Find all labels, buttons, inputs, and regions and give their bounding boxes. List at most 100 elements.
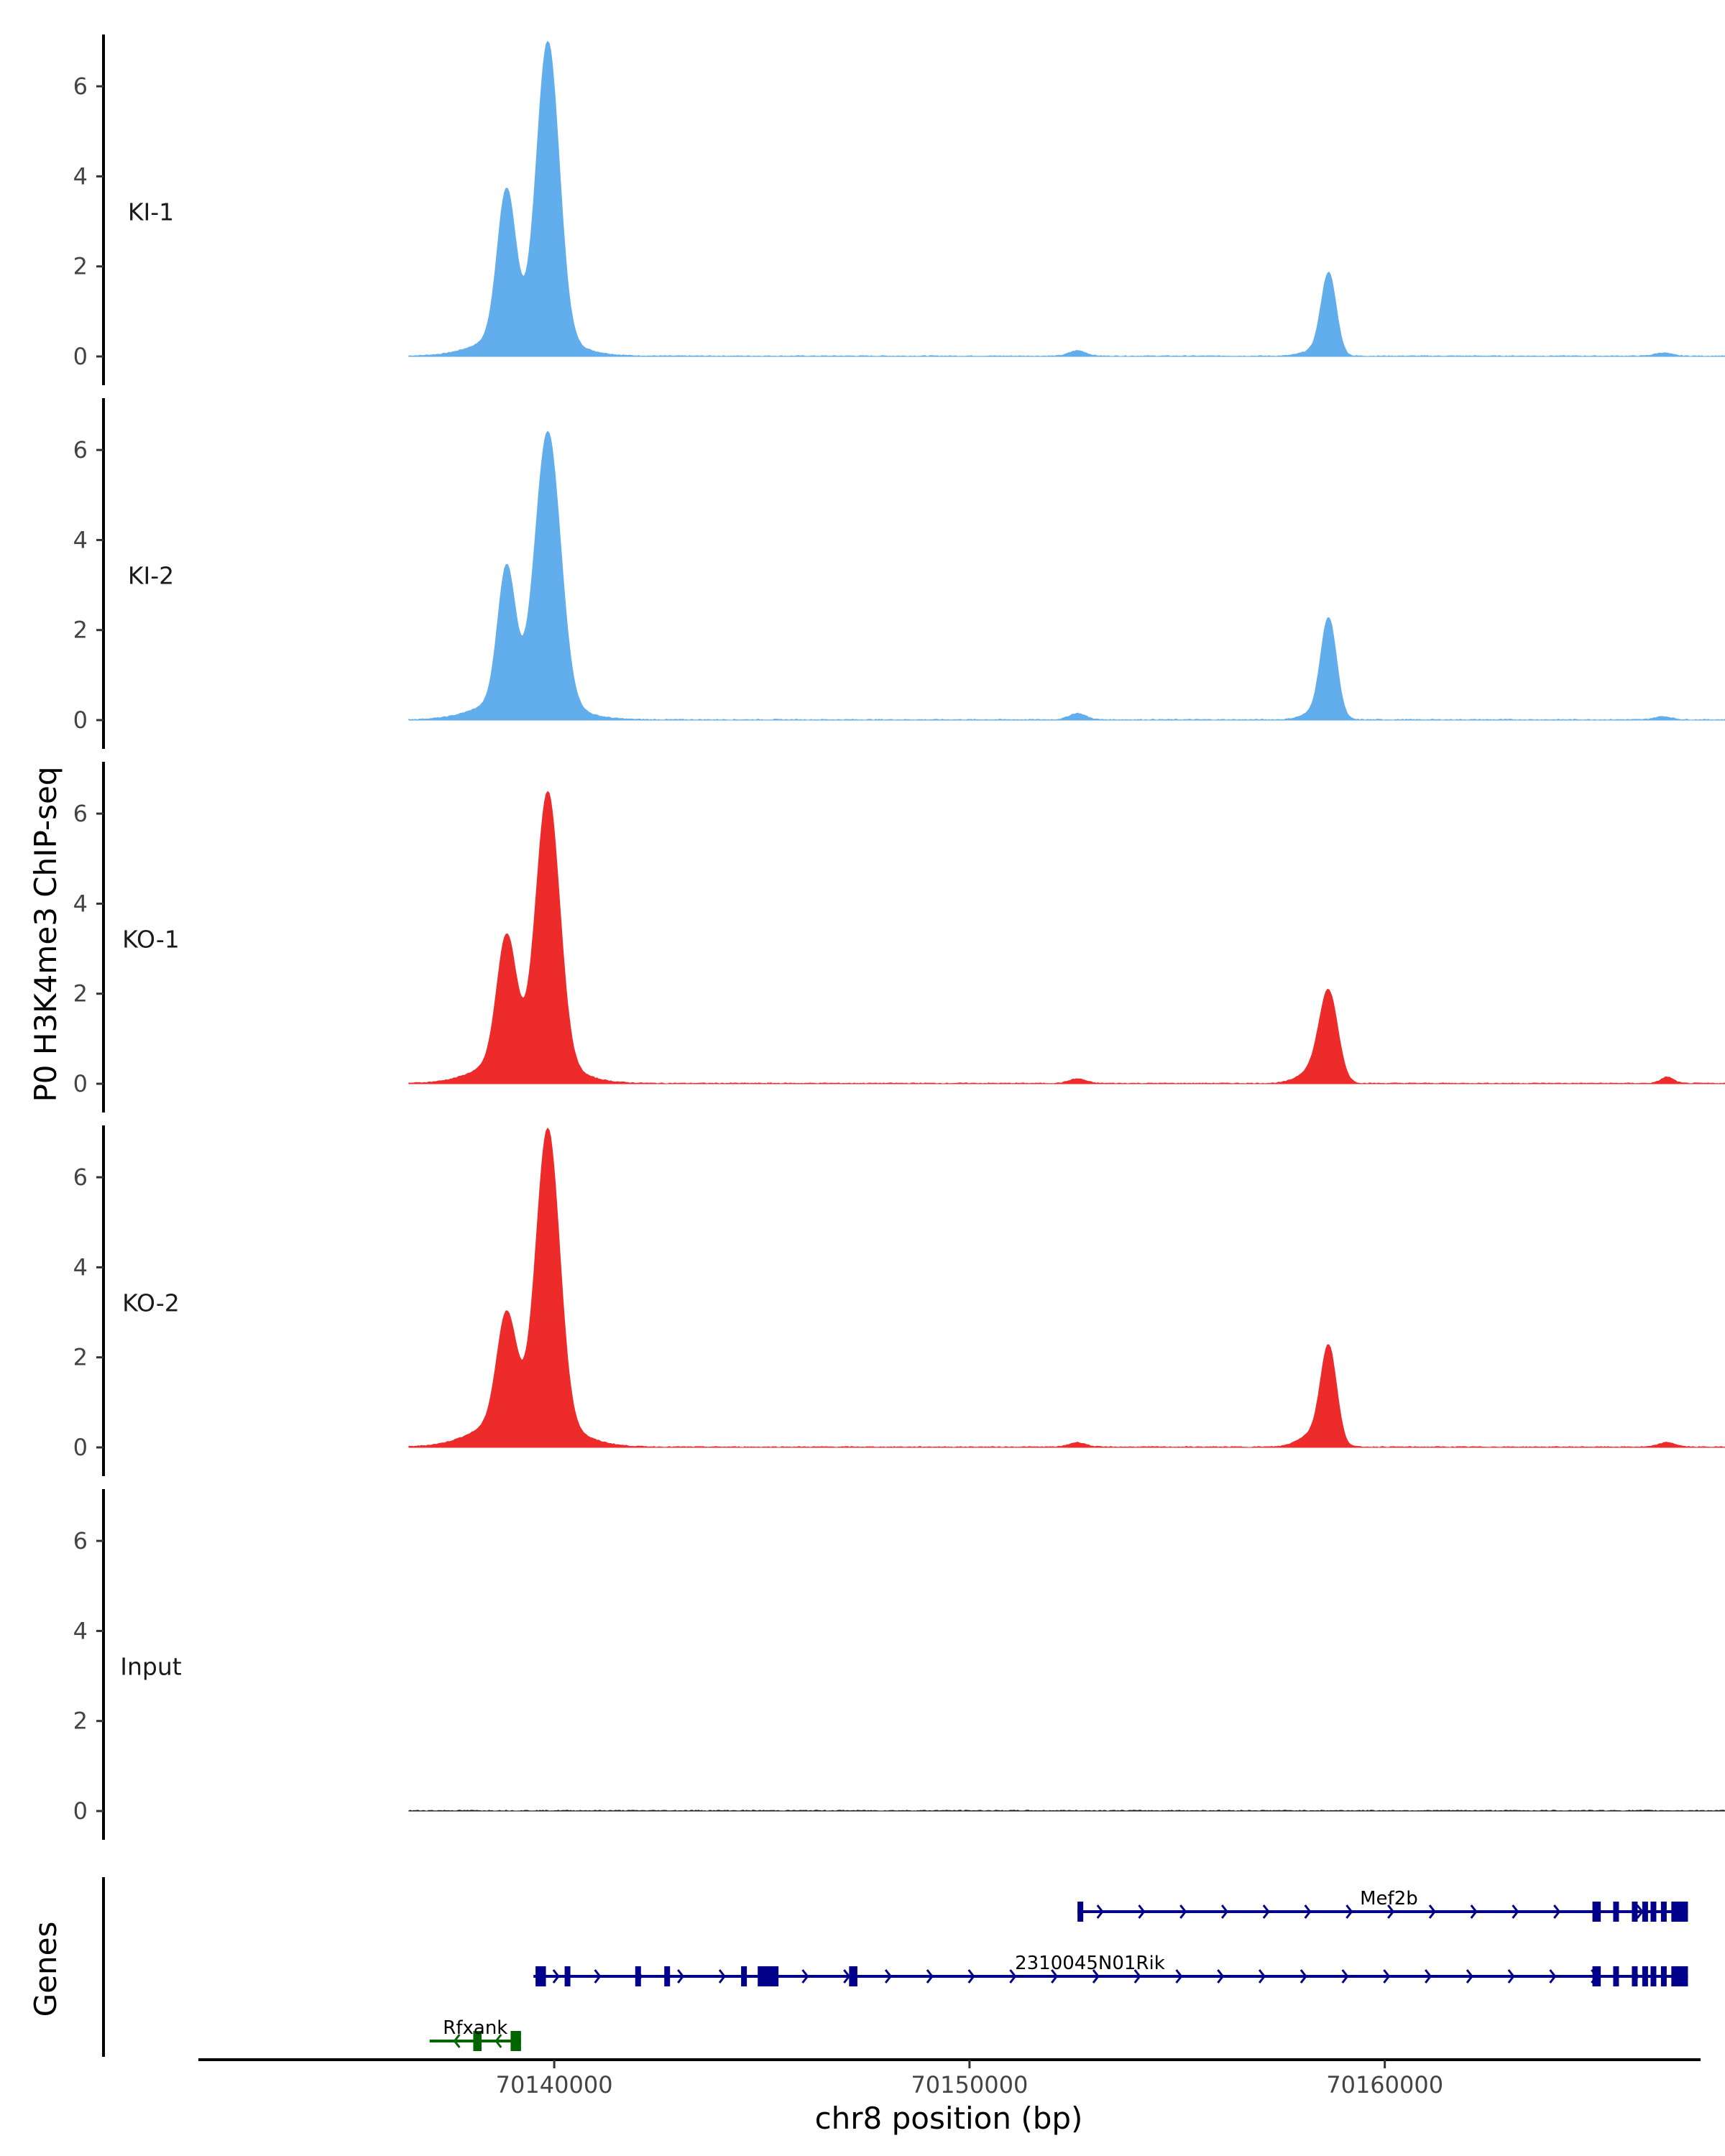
strand-arrow (1051, 1969, 1059, 1984)
strand-arrow (1175, 1969, 1183, 1984)
exon (1671, 1966, 1688, 1986)
gene-label: Mef2b (1360, 1888, 1418, 1909)
genes-track-title: Genes (28, 1922, 63, 2017)
y-tick-label: 6 (73, 73, 88, 100)
exon (1642, 1966, 1648, 1986)
x-axis-title: chr8 position (bp) (815, 2101, 1083, 2136)
exon (1671, 1902, 1688, 1922)
track-ki-2: 0 2 4 6 KI-2 (73, 398, 1725, 749)
y-tick-label: 6 (73, 800, 88, 827)
y-tick-label: 2 (73, 980, 88, 1008)
y-tick-label: 0 (73, 343, 88, 370)
signal-area-input (408, 1810, 1725, 1812)
gene-label: Rfxank (443, 2017, 507, 2039)
exon (1632, 1966, 1638, 1986)
strand-arrow (1387, 1904, 1395, 1919)
track-label: KI-2 (128, 562, 174, 590)
strand-arrow (494, 2034, 502, 2048)
exon (849, 1966, 857, 1986)
exon (1613, 1902, 1619, 1922)
strand-arrow (1425, 1969, 1432, 1984)
x-tick-label: 70150000 (911, 2071, 1028, 2099)
track-ko-1: 0 2 4 6 KO-1 (73, 762, 1725, 1112)
exon (741, 1966, 748, 1986)
exon (1650, 1966, 1657, 1986)
y-tick-label: 2 (73, 617, 88, 644)
y-tick-label: 0 (73, 1434, 88, 1461)
y-axis-title: P0 H3K4me3 ChIP-seq (28, 766, 63, 1102)
strand-arrow (453, 2034, 461, 2048)
strand-arrow (884, 1969, 893, 1984)
strand-arrow (1512, 1904, 1519, 1919)
signal-area-ki-1 (408, 40, 1725, 357)
exon (635, 1966, 641, 1986)
strand-arrow (926, 1969, 934, 1984)
y-tick-label: 2 (73, 253, 88, 280)
gene-rfxank: Rfxank (429, 2017, 521, 2051)
track-label: KI-1 (128, 198, 174, 226)
strand-arrow (1179, 1904, 1187, 1919)
exon (1613, 1966, 1619, 1986)
y-tick-label: 0 (73, 706, 88, 734)
strand-arrow (801, 1969, 809, 1984)
strand-arrow (1304, 1904, 1312, 1919)
exon (1077, 1902, 1084, 1922)
strand-arrow (1383, 1969, 1391, 1984)
signal-area-ki-2 (408, 430, 1725, 721)
strand-arrow (1549, 1969, 1557, 1984)
track-label: Input (120, 1653, 182, 1681)
strand-arrow (677, 1969, 685, 1984)
signal-area-ko-2 (408, 1128, 1725, 1448)
strand-arrow (1258, 1969, 1266, 1984)
strand-arrow (1096, 1904, 1104, 1919)
gene-mef2b: Mef2b (1077, 1888, 1688, 1922)
y-tick-label: 4 (73, 1253, 88, 1281)
strand-arrow (1466, 1969, 1473, 1984)
y-tick-label: 6 (73, 1527, 88, 1554)
y-tick-label: 2 (73, 1344, 88, 1371)
exon (664, 1966, 671, 1986)
exon (1650, 1902, 1657, 1922)
gene-label: 2310045N01Rik (1015, 1953, 1165, 1974)
strand-arrow (1553, 1904, 1561, 1919)
strand-arrow (552, 1969, 560, 1984)
strand-arrow (1341, 1969, 1349, 1984)
strand-arrow (1346, 1904, 1353, 1919)
strand-arrow (1428, 1904, 1436, 1919)
y-tick-label: 2 (73, 1708, 88, 1735)
exon (473, 2031, 482, 2051)
strand-arrow (1220, 1904, 1229, 1919)
y-tick-label: 6 (73, 436, 88, 464)
strand-arrow (718, 1969, 726, 1984)
track-label: KO-2 (122, 1289, 180, 1317)
strand-arrow (594, 1969, 602, 1984)
strand-arrow (1300, 1969, 1307, 1984)
exon (1660, 1902, 1667, 1922)
exon (758, 1966, 779, 1986)
x-tick-label: 70140000 (496, 2071, 613, 2099)
x-axis: 70140000701500007016000070170000 (198, 2058, 1701, 2099)
strand-arrow (1138, 1904, 1146, 1919)
y-tick-label: 4 (73, 526, 88, 553)
strand-arrow (967, 1969, 975, 1984)
exon (510, 2031, 521, 2051)
track-label: KO-1 (122, 926, 180, 954)
exon (1592, 1966, 1601, 1986)
strand-arrow (1133, 1969, 1141, 1984)
y-tick-label: 4 (73, 890, 88, 917)
strand-arrow (1262, 1904, 1270, 1919)
exon (1642, 1902, 1648, 1922)
y-tick-label: 4 (73, 162, 88, 190)
signal-area-ko-1 (408, 791, 1725, 1084)
exon (535, 1966, 546, 1986)
y-tick-label: 0 (73, 1797, 88, 1825)
exon (1592, 1902, 1601, 1922)
exon (564, 1966, 571, 1986)
track-ko-2: 0 2 4 6 KO-2 (73, 1125, 1725, 1476)
strand-arrow (1009, 1969, 1017, 1984)
track-input: 0 2 4 6 Input (73, 1489, 1725, 1840)
x-tick-label: 70160000 (1326, 2071, 1443, 2099)
strand-arrow (1470, 1904, 1478, 1919)
strand-arrow (1092, 1969, 1100, 1984)
